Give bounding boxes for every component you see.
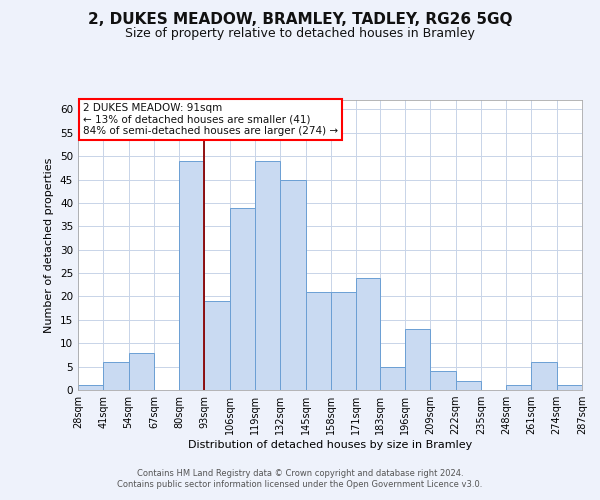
Bar xyxy=(128,352,154,390)
Text: Size of property relative to detached houses in Bramley: Size of property relative to detached ho… xyxy=(125,28,475,40)
Bar xyxy=(380,366,405,390)
X-axis label: Distribution of detached houses by size in Bramley: Distribution of detached houses by size … xyxy=(188,440,472,450)
Text: Contains HM Land Registry data © Crown copyright and database right 2024.: Contains HM Land Registry data © Crown c… xyxy=(137,468,463,477)
Bar xyxy=(179,161,205,390)
Bar xyxy=(405,329,430,390)
Text: 2, DUKES MEADOW, BRAMLEY, TADLEY, RG26 5GQ: 2, DUKES MEADOW, BRAMLEY, TADLEY, RG26 5… xyxy=(88,12,512,28)
Text: 2 DUKES MEADOW: 91sqm
← 13% of detached houses are smaller (41)
84% of semi-deta: 2 DUKES MEADOW: 91sqm ← 13% of detached … xyxy=(83,103,338,136)
Bar xyxy=(331,292,356,390)
Bar xyxy=(532,362,557,390)
Bar xyxy=(305,292,331,390)
Bar xyxy=(230,208,255,390)
Bar xyxy=(255,161,280,390)
Bar xyxy=(506,386,532,390)
Bar xyxy=(103,362,128,390)
Bar xyxy=(557,386,582,390)
Bar xyxy=(356,278,380,390)
Bar xyxy=(455,380,481,390)
Text: Contains public sector information licensed under the Open Government Licence v3: Contains public sector information licen… xyxy=(118,480,482,489)
Bar xyxy=(78,386,103,390)
Bar xyxy=(430,372,455,390)
Bar xyxy=(280,180,305,390)
Bar xyxy=(205,301,230,390)
Y-axis label: Number of detached properties: Number of detached properties xyxy=(44,158,55,332)
